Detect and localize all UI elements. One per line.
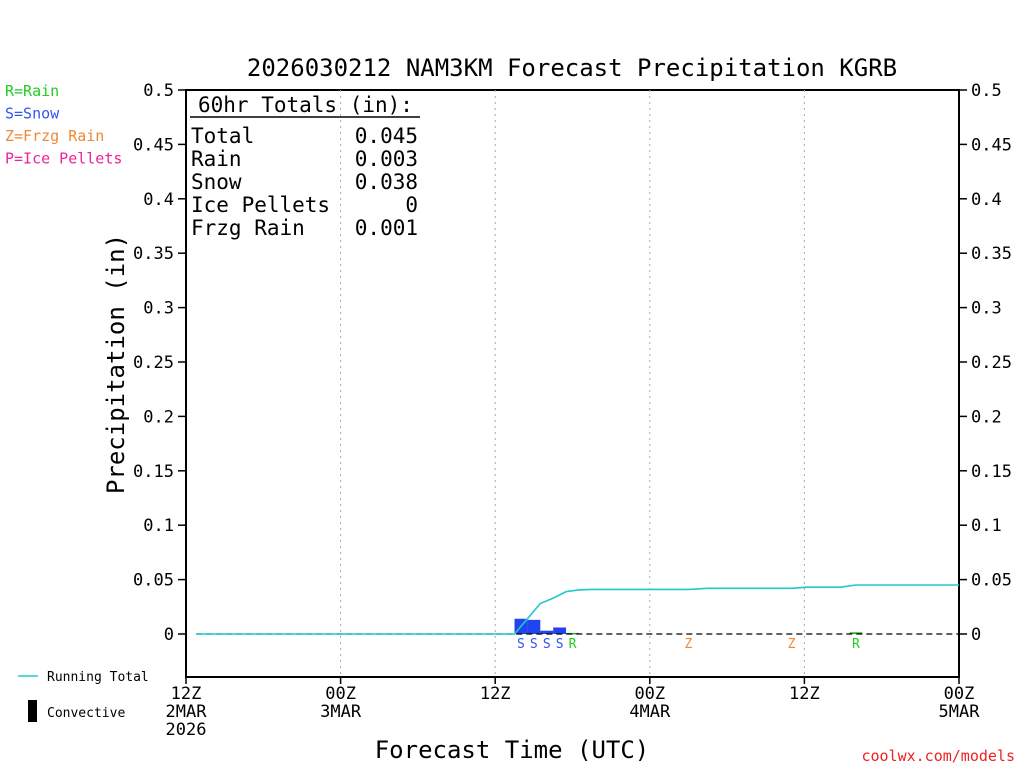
precip-bar xyxy=(527,619,541,634)
precip-bar xyxy=(540,630,554,634)
y-tick-label-right: 0.3 xyxy=(971,299,1002,319)
ptype-marker: R xyxy=(569,637,577,652)
ptype-marker: R xyxy=(852,637,860,652)
y-tick-label: 0.5 xyxy=(143,81,174,101)
totals-row-label: Rain xyxy=(191,147,242,171)
totals-row-value: 0.038 xyxy=(355,170,418,194)
x-tick-label: 2026 xyxy=(166,720,207,740)
ptype-legend: R=Rain S=Snow Z=Frzg Rain P=Ice Pellets xyxy=(5,82,122,168)
totals-row-value: 0 xyxy=(405,193,418,217)
ptype-marker: Z xyxy=(788,637,796,652)
y-tick-label: 0.1 xyxy=(143,516,174,536)
x-axis-label: Forecast Time (UTC) xyxy=(375,736,650,764)
y-tick-label: 0.3 xyxy=(143,299,174,319)
totals-row-value: 0.003 xyxy=(355,147,418,171)
totals-row-label: Frzg Rain xyxy=(191,216,305,240)
x-tick-label: 4MAR xyxy=(629,702,671,722)
ptype-marker: S xyxy=(543,637,551,652)
y-axis-right: 0 0.05 0.1 0.15 0.2 0.25 0.3 0.35 0.4 0.45 0.5 xyxy=(959,81,1012,645)
x-tick-label: 12Z xyxy=(789,684,820,704)
y-tick-label: 0.05 xyxy=(133,571,174,591)
running-total-line xyxy=(196,584,959,635)
credit-text: coolwx.com/models xyxy=(861,747,1015,765)
legend-bar-swatch xyxy=(28,700,37,722)
y-tick-label-right: 0.45 xyxy=(971,135,1012,155)
x-tick-label: 5MAR xyxy=(939,702,981,722)
x-tick-label: 12Z xyxy=(480,684,511,704)
totals-rows: Total 0.045 Rain 0.003 Snow 0.038 Ice Pellets 0… xyxy=(191,124,418,240)
chart-title: 2026030212 NAM3KM Forecast Precipitation… xyxy=(247,54,897,82)
precip-bar xyxy=(566,632,579,635)
y-tick-label-right: 0.25 xyxy=(971,353,1012,373)
y-tick-label-right: 0 xyxy=(971,625,981,645)
totals-row-value: 0.001 xyxy=(355,216,418,240)
y-tick-label: 0.35 xyxy=(133,244,174,264)
x-tick-label: 12Z xyxy=(171,684,202,704)
y-tick-label-right: 0.5 xyxy=(971,81,1002,101)
legend-label: Convective xyxy=(47,706,125,721)
ptype-marker: S xyxy=(517,637,525,652)
y-tick-label-right: 0.15 xyxy=(971,462,1012,482)
ptype-marker: Z xyxy=(685,637,693,652)
y-axis-left: 0 0.05 0.1 0.15 0.2 0.25 0.3 0.35 0.4 0.45 0.5 xyxy=(133,81,186,645)
ptype-legend-item: Z=Frzg Rain xyxy=(5,127,104,145)
y-tick-label-right: 0.35 xyxy=(971,244,1012,264)
totals-row-value: 0.045 xyxy=(355,124,418,148)
y-tick-label: 0.25 xyxy=(133,353,174,373)
legend-label: Running Total xyxy=(47,670,149,685)
ptype-marker: S xyxy=(556,637,564,652)
x-tick-label: 00Z xyxy=(325,684,356,704)
ptype-legend-item: P=Ice Pellets xyxy=(5,150,122,168)
y-tick-label: 0.45 xyxy=(133,135,174,155)
y-tick-label: 0.15 xyxy=(133,462,174,482)
ptype-legend-item: S=Snow xyxy=(5,105,60,123)
precip-bar xyxy=(849,632,863,634)
ptype-legend-item: R=Rain xyxy=(5,82,59,100)
totals-header: 60hr Totals (in): xyxy=(198,93,413,117)
y-tick-label: 0.2 xyxy=(143,407,174,427)
running-total xyxy=(196,584,959,635)
x-tick-label: 00Z xyxy=(944,684,975,704)
totals-row-label: Snow xyxy=(191,170,242,194)
series-legend: Running Total Convective xyxy=(18,670,149,722)
x-tick-label: 3MAR xyxy=(320,702,362,722)
x-tick-label: 2MAR xyxy=(166,702,208,722)
y-tick-label: 0 xyxy=(164,625,174,645)
totals-box: 60hr Totals (in): Total 0.045 Rain 0.003 Sno… xyxy=(190,93,420,240)
ptype-marker: S xyxy=(530,637,538,652)
precip-bar xyxy=(553,627,567,634)
y-tick-label: 0.4 xyxy=(143,190,174,210)
y-tick-label-right: 0.4 xyxy=(971,190,1002,210)
totals-row-label: Total xyxy=(191,124,254,148)
y-tick-label-right: 0.05 xyxy=(971,571,1012,591)
y-axis-label: Precipitation (in) xyxy=(102,234,130,494)
plot-frame xyxy=(185,89,960,678)
totals-row-label: Ice Pellets xyxy=(191,193,330,217)
y-tick-label-right: 0.2 xyxy=(971,407,1002,427)
precip-bars xyxy=(514,618,863,635)
grid-lines xyxy=(340,90,805,677)
y-tick-label-right: 0.1 xyxy=(971,516,1002,536)
x-tick-label: 00Z xyxy=(634,684,665,704)
